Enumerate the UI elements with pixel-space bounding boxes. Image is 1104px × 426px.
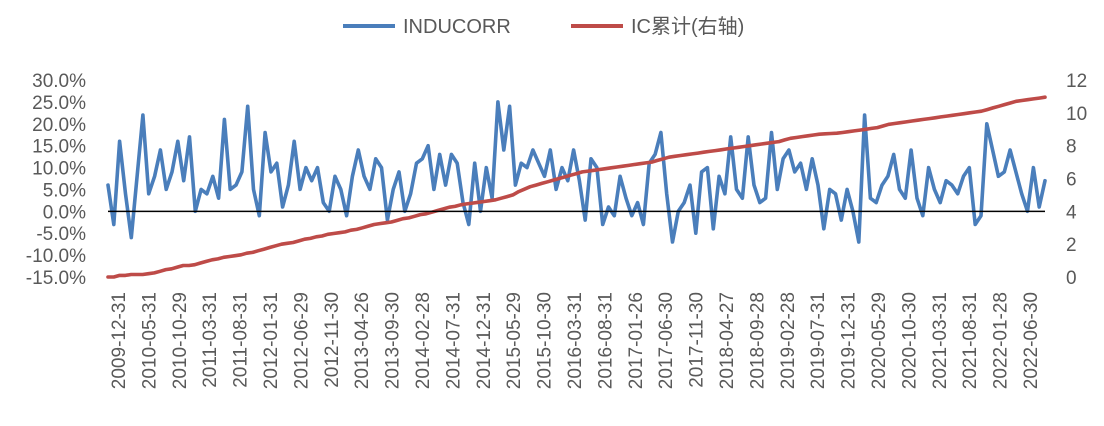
series-line-ic-cumulative <box>106 95 1047 279</box>
x-tick-label: 2011-03-31 <box>200 292 221 388</box>
x-tick-label: 2021-08-31 <box>960 292 981 389</box>
x-axis: 2009-12-31 2010-05-31 2010-10-29 2011-03-31… <box>109 292 1042 389</box>
series-layer <box>106 95 1047 279</box>
right-tick-label: 0 <box>1066 268 1077 289</box>
legend: INDUCORR IC累计(右轴) <box>343 15 744 38</box>
x-tick-label: 2018-04-27 <box>717 292 738 389</box>
x-tick-label: 2019-12-31 <box>839 292 860 389</box>
x-tick-label: 2012-01-31 <box>261 292 282 389</box>
right-tick-label: 12 <box>1066 71 1087 92</box>
x-tick-label: 2014-07-31 <box>443 292 464 389</box>
x-tick-label: 2021-03-31 <box>930 292 951 389</box>
series-line-inducorr <box>106 100 1047 244</box>
x-tick-label: 2011-08-31 <box>231 292 252 388</box>
left-tick-label: 30.0% <box>32 71 86 92</box>
left-tick-label: -5.0% <box>36 224 86 245</box>
left-tick-label: -10.0% <box>26 246 86 267</box>
left-tick-label: 25.0% <box>32 93 86 114</box>
x-tick-label: 2015-05-29 <box>504 292 525 389</box>
right-axis: 0 2 4 6 8 10 12 <box>1066 71 1087 289</box>
x-tick-label: 2017-11-30 <box>687 292 708 388</box>
x-tick-label: 2022-01-28 <box>991 292 1012 389</box>
legend-label-ic-cumulative: IC累计(右轴) <box>631 15 744 38</box>
x-tick-label: 2016-03-31 <box>565 292 586 389</box>
right-tick-label: 6 <box>1066 170 1077 191</box>
x-tick-label: 2022-06-30 <box>1021 292 1042 389</box>
x-tick-label: 2010-05-31 <box>139 292 160 389</box>
left-axis: -15.0%-10.0%-5.0%0.0%5.0%10.0%15.0%20.0%… <box>26 71 86 289</box>
legend-label-inducorr: INDUCORR <box>403 16 511 38</box>
x-tick-label: 2018-09-28 <box>747 292 768 389</box>
x-tick-label: 2020-10-30 <box>899 292 920 389</box>
x-tick-label: 2020-05-29 <box>869 292 890 389</box>
x-tick-label: 2013-09-30 <box>383 292 404 389</box>
x-tick-label: 2012-06-29 <box>291 292 312 389</box>
x-tick-label: 2016-08-31 <box>595 292 616 389</box>
left-tick-label: 0.0% <box>43 202 86 223</box>
x-tick-label: 2014-12-31 <box>474 292 495 389</box>
right-tick-label: 2 <box>1066 235 1077 256</box>
x-tick-label: 2010-10-29 <box>170 292 191 389</box>
right-tick-label: 8 <box>1066 137 1077 158</box>
x-tick-label: 2019-07-31 <box>808 292 829 389</box>
right-tick-label: 4 <box>1066 202 1077 223</box>
x-tick-label: 2012-11-30 <box>322 292 343 388</box>
x-tick-label: 2009-12-31 <box>109 292 130 389</box>
left-tick-label: 10.0% <box>32 159 86 180</box>
left-tick-label: -15.0% <box>26 268 86 289</box>
x-tick-label: 2017-06-30 <box>656 292 677 389</box>
x-tick-label: 2014-02-28 <box>413 292 434 389</box>
x-tick-label: 2015-10-30 <box>535 292 556 389</box>
left-tick-label: 5.0% <box>43 180 86 201</box>
x-tick-label: 2013-04-26 <box>352 292 373 389</box>
left-tick-label: 20.0% <box>32 115 86 136</box>
left-tick-label: 15.0% <box>32 137 86 158</box>
x-tick-label: 2019-02-28 <box>778 292 799 389</box>
right-tick-label: 10 <box>1066 104 1087 125</box>
x-tick-label: 2017-01-26 <box>626 292 647 389</box>
